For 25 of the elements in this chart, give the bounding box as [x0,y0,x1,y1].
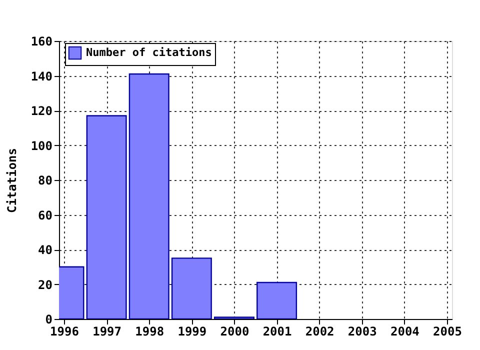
y-tick-label: 80 [38,174,52,188]
x-tick-label: 1999 [178,324,207,338]
bar [171,258,212,319]
y-tick-label: 160 [30,34,52,48]
y-tick-label: 40 [38,243,52,257]
bar [128,73,170,319]
y-tick-label: 120 [30,104,52,118]
x-tick-label: 2002 [305,324,334,338]
y-tick-label: 60 [38,208,52,222]
x-tick-label: 1998 [135,324,164,338]
y-axis-title: Citations [4,148,19,214]
y-tick-label: 0 [45,312,52,326]
x-tick-label: 1996 [50,324,79,338]
y-tick-label: 20 [38,278,52,292]
x-tick-label: 2001 [262,324,292,338]
y-tick-label: 140 [30,69,52,84]
x-tick-label: 2000 [220,324,250,338]
bar [86,115,127,319]
y-tick-label: 100 [30,138,52,153]
legend-label: Number of citations [86,46,212,59]
x-tick-label: 1997 [92,324,122,338]
x-tick-label: 2004 [390,324,420,338]
x-tick-label: 2003 [348,324,377,338]
x-tick-label: 2005 [433,324,462,338]
bar [256,282,298,319]
